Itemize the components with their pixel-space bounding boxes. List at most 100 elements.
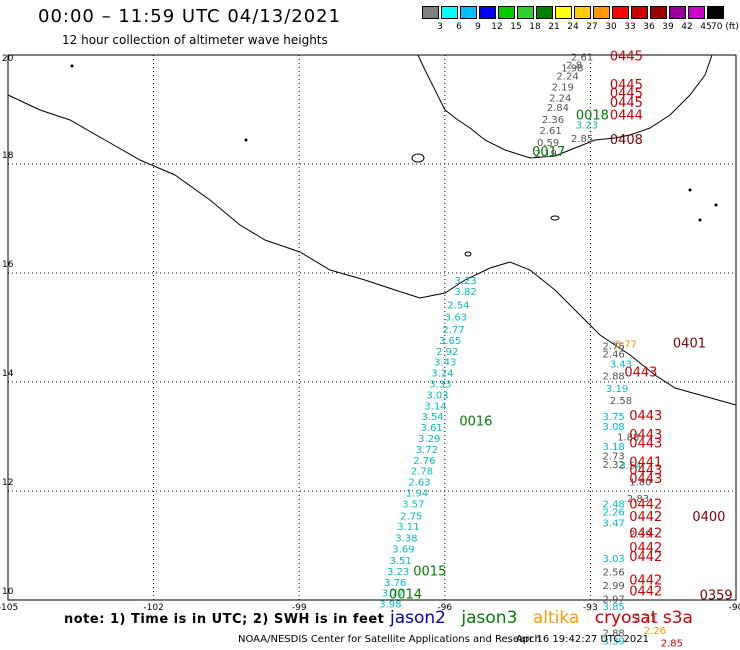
swh-value: 1.80 — [629, 478, 651, 489]
scale-label: 30 — [605, 22, 617, 32]
swh-value: 2.24 — [556, 72, 578, 83]
credit-line: NOAA/NESDIS Center for Satellite Applica… — [238, 634, 541, 645]
lon-tick-label: -93 — [583, 603, 598, 613]
scale-label: 42 — [681, 22, 693, 32]
swh-value: 3.72 — [416, 445, 438, 456]
swh-value: 1.94 — [406, 488, 428, 499]
swh-value: 3.51 — [389, 556, 411, 567]
swh-value: 2.36 — [542, 115, 564, 126]
swh-value: 3.23 — [455, 276, 477, 287]
swh-value: 2.26 — [603, 508, 625, 519]
pass-time-label: 0445 — [610, 78, 643, 93]
island-dot — [688, 188, 692, 192]
lon-tick-label: -105 — [0, 603, 18, 613]
pass-time-label: 0442 — [629, 526, 662, 541]
scale-swatch — [650, 6, 667, 19]
swh-value: 2.88 — [603, 371, 625, 382]
coastline-gulf — [417, 54, 713, 159]
scale-label: 12 — [491, 22, 503, 32]
lon-tick-label: -96 — [437, 603, 452, 613]
scale-swatch — [593, 6, 610, 19]
scale-swatch — [479, 6, 496, 19]
swh-value: 3.57 — [402, 499, 424, 510]
swh-value: 3.43 — [434, 358, 456, 369]
map-subtitle: 12 hour collection of altimeter wave hei… — [62, 33, 328, 47]
swh-value: 3.77 — [382, 589, 404, 600]
swh-value: 3.47 — [603, 518, 625, 529]
lon-tick-label: -99 — [292, 603, 307, 613]
scale-swatch — [441, 6, 458, 19]
swh-value: 2.75 — [400, 511, 422, 522]
swh-value: 2.97 — [603, 595, 625, 606]
pass-time-label: 0445 — [610, 87, 643, 102]
lat-tick-label: 12 — [2, 478, 13, 488]
swh-value: 0.59 — [537, 138, 559, 149]
generation-timestamp: Apr 16 19:42:27 UTC 2021 — [516, 634, 649, 645]
island-dot — [70, 64, 74, 68]
scale-label: 36 — [643, 22, 655, 32]
pass-time-label: 0442 — [629, 497, 662, 512]
swh-value: 2.8 — [566, 61, 582, 72]
scale-swatch — [460, 6, 477, 19]
swh-value: 3.19 — [606, 384, 628, 395]
scale-swatch — [498, 6, 515, 19]
swh-value: 2.92 — [436, 347, 458, 358]
pass-time-label: 0015 — [413, 564, 446, 579]
swh-value: 2.85 — [661, 638, 683, 649]
scale-swatch — [707, 6, 724, 19]
swh-value: 2.56 — [603, 567, 625, 578]
swh-value: 3.75 — [603, 412, 625, 423]
scale-label: 24 — [567, 22, 579, 32]
scale-swatch — [669, 6, 686, 19]
swh-value: 2.99 — [603, 581, 625, 592]
pass-time-label: 0442 — [629, 585, 662, 600]
pass-time-label: 0443 — [629, 428, 662, 443]
swh-value: 3.82 — [455, 287, 477, 298]
scale-swatch — [555, 6, 572, 19]
swh-value: 3.23 — [576, 121, 598, 132]
scale-label: 15 — [510, 22, 522, 32]
scale-label: 9 — [475, 22, 481, 32]
swh-value: 2.85 — [571, 134, 593, 145]
units-note: note: 1) Time is in UTC; 2) SWH is in fe… — [64, 612, 385, 627]
scale-label: 21 — [548, 22, 560, 32]
swh-value: 2.88 — [603, 629, 625, 640]
swh-value: 3.77 — [615, 340, 637, 351]
island-dot — [698, 218, 702, 222]
swh-value: 3.54 — [422, 412, 444, 423]
swh-value: 2.76 — [413, 456, 435, 467]
pass-time-label: 0443 — [629, 436, 662, 451]
swh-value: 2.19 — [552, 82, 574, 93]
swh-value: 3.54 — [620, 461, 642, 472]
lake-shape — [411, 153, 425, 163]
scale-label: 45 — [700, 22, 712, 32]
lat-tick-label: 20 — [2, 54, 14, 64]
lat-tick-label: 10 — [2, 587, 14, 597]
lon-tick-label: -90 — [729, 603, 740, 613]
scale-swatch — [422, 6, 439, 19]
scale-label: 70 (ft) — [711, 22, 739, 32]
pass-time-label: 0443 — [629, 409, 662, 424]
island-dot — [244, 138, 248, 142]
swh-value: 3.63 — [445, 312, 467, 323]
scale-swatch — [574, 6, 591, 19]
swh-value: 3.43 — [610, 359, 632, 370]
scale-swatch — [517, 6, 534, 19]
scale-swatch — [612, 6, 629, 19]
scale-label: 18 — [529, 22, 541, 32]
pass-time-label: 0444 — [610, 108, 643, 123]
pass-time-label: 0408 — [610, 133, 643, 148]
swh-value: 2.73 — [603, 451, 625, 462]
pass-time-label: 0443 — [629, 464, 662, 479]
swh-value: 3.03 — [426, 390, 448, 401]
pass-time-label: 0016 — [459, 415, 492, 430]
swh-value: 3.38 — [395, 534, 417, 545]
pass-time-label: 0018 — [576, 108, 609, 123]
swh-value: 2.61 — [571, 52, 593, 63]
swh-value: 2.73 — [634, 614, 656, 625]
swh-value: 2.63 — [408, 478, 430, 489]
swh-value: 2.83 — [627, 494, 649, 505]
legend-cryosat: cryosat s3a — [594, 608, 693, 628]
pass-time-label: 0442 — [629, 510, 662, 525]
